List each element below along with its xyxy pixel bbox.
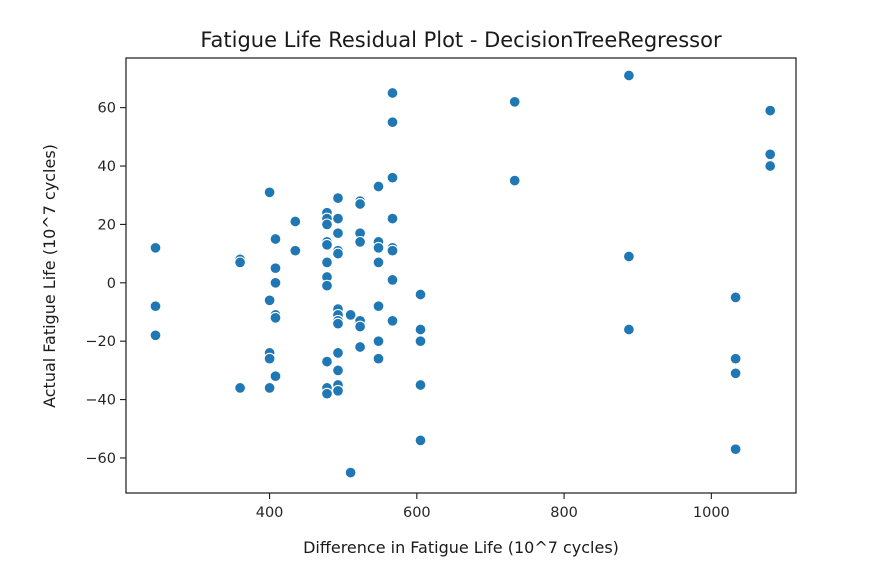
data-point-17 (289, 215, 302, 228)
data-point-10 (263, 381, 276, 394)
data-point-74 (622, 69, 635, 82)
data-point-2 (149, 329, 162, 342)
data-point-52 (372, 180, 385, 193)
data-point-9 (263, 352, 276, 365)
chart-title: Fatigue Life Residual Plot - DecisionTre… (200, 28, 722, 52)
data-point-31 (332, 212, 344, 225)
data-point-78 (729, 352, 742, 365)
data-point-29 (321, 387, 333, 400)
plot-frame (125, 57, 797, 494)
data-point-21 (321, 218, 333, 231)
data-point-70 (414, 379, 427, 391)
data-point-30 (332, 192, 344, 205)
data-point-38 (332, 317, 344, 330)
data-point-55 (372, 256, 385, 269)
data-point-83 (764, 160, 777, 172)
data-point-62 (386, 212, 399, 225)
data-point-77 (729, 291, 742, 304)
y-tick-label-0: −60 (85, 451, 116, 467)
data-point-40 (332, 364, 344, 377)
data-point-16 (269, 370, 282, 383)
data-point-69 (414, 335, 427, 348)
data-point-7 (263, 294, 276, 307)
data-point-43 (344, 308, 357, 321)
data-point-58 (372, 352, 385, 365)
data-point-82 (764, 148, 777, 161)
data-point-54 (372, 241, 385, 254)
data-point-48 (354, 235, 367, 248)
data-point-56 (372, 300, 385, 313)
data-point-27 (321, 355, 333, 368)
data-point-18 (289, 244, 302, 257)
data-point-68 (414, 323, 427, 336)
data-point-15 (269, 311, 282, 324)
x-axis-label: Difference in Fatigue Life (10^7 cycles) (303, 538, 619, 557)
data-point-61 (386, 171, 399, 184)
data-point-67 (414, 288, 427, 301)
data-point-73 (508, 174, 521, 187)
data-point-42 (332, 384, 344, 397)
data-point-60 (386, 116, 399, 129)
x-tick-label-0: 400 (256, 505, 284, 521)
data-points (149, 69, 777, 479)
data-point-24 (321, 256, 333, 269)
y-tick-label-6: 60 (98, 101, 116, 117)
x-tick-label-3: 1000 (693, 505, 730, 521)
data-point-59 (386, 87, 399, 99)
data-point-57 (372, 335, 385, 348)
y-axis: −60 −40 −20 0 20 40 60 (85, 101, 126, 467)
data-point-46 (354, 198, 367, 210)
data-point-12 (269, 262, 282, 275)
data-point-1 (149, 300, 162, 313)
data-point-26 (321, 279, 333, 292)
y-axis-label: Actual Fatigue Life (10^7 cycles) (40, 144, 59, 408)
data-point-75 (622, 250, 635, 263)
y-tick-label-2: −20 (85, 334, 116, 350)
data-point-80 (729, 443, 742, 456)
data-point-51 (354, 341, 367, 353)
data-point-50 (354, 320, 367, 333)
y-tick-label-1: −40 (85, 393, 116, 409)
y-tick-label-5: 40 (98, 159, 116, 175)
y-tick-label-4: 20 (98, 217, 116, 233)
data-point-79 (729, 367, 742, 380)
data-point-32 (332, 227, 344, 240)
data-point-4 (234, 256, 247, 269)
data-point-72 (508, 95, 521, 108)
data-point-6 (263, 186, 276, 199)
data-point-64 (386, 244, 399, 257)
data-point-0 (149, 241, 162, 254)
data-point-81 (764, 104, 777, 117)
data-point-11 (269, 233, 282, 245)
data-point-65 (386, 273, 399, 286)
x-axis: 400 600 800 1000 (256, 493, 730, 521)
data-point-13 (269, 276, 282, 289)
x-tick-label-1: 600 (403, 505, 431, 521)
data-point-44 (344, 466, 357, 479)
data-point-39 (332, 346, 344, 359)
data-point-66 (386, 314, 399, 327)
data-point-23 (321, 238, 333, 251)
y-tick-label-3: 0 (107, 276, 116, 292)
x-tick-label-2: 800 (550, 505, 578, 521)
data-point-5 (234, 381, 247, 394)
data-point-76 (622, 323, 635, 336)
data-point-71 (414, 434, 427, 447)
data-point-34 (332, 247, 344, 260)
